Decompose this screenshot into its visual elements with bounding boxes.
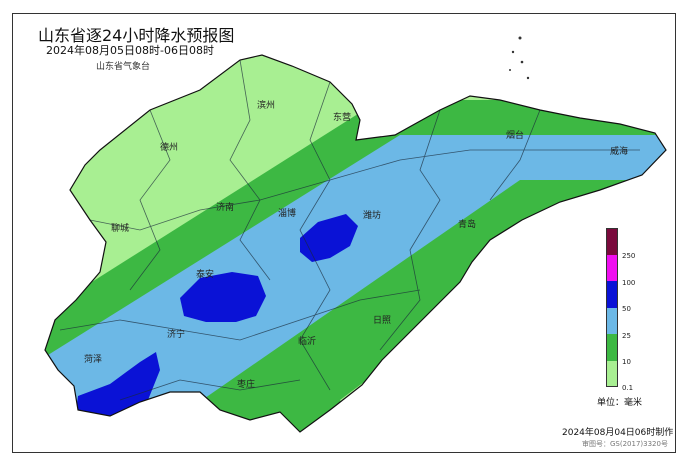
city-label: 聊城 bbox=[111, 224, 130, 234]
legend-label: 100 bbox=[622, 279, 636, 287]
city-label: 淄博 bbox=[278, 209, 297, 219]
review-number: 审图号：GS(2017)3320号 bbox=[582, 440, 668, 448]
map-subtitle: 2024年08月05日08时-06日08时 bbox=[46, 44, 214, 57]
legend-label: 50 bbox=[622, 305, 631, 313]
city-label: 临沂 bbox=[298, 337, 317, 347]
county-boundaries bbox=[59, 59, 640, 401]
legend-colorbar bbox=[606, 228, 618, 387]
city-label: 东营 bbox=[333, 113, 352, 123]
city-label: 威海 bbox=[610, 147, 629, 157]
legend-label: 0.1 bbox=[622, 384, 634, 392]
legend-swatch bbox=[606, 334, 618, 361]
province-outline bbox=[44, 54, 667, 433]
legend-label: 10 bbox=[622, 358, 631, 366]
legend-swatch bbox=[606, 254, 618, 281]
legend-label: 25 bbox=[622, 332, 631, 340]
city-label: 烟台 bbox=[506, 131, 525, 141]
map-title: 山东省逐24小时降水预报图 bbox=[38, 26, 235, 45]
legend-unit: 单位：毫米 bbox=[597, 398, 643, 408]
city-label: 泰安 bbox=[196, 270, 215, 280]
city-label: 青岛 bbox=[458, 220, 477, 230]
legend-swatch bbox=[606, 281, 618, 308]
islands bbox=[509, 36, 530, 80]
legend-swatch bbox=[606, 307, 618, 334]
city-label: 济南 bbox=[216, 203, 235, 213]
rain-area-50-100 bbox=[300, 214, 358, 262]
rain-area-50-100 bbox=[180, 272, 266, 322]
organization: 山东省气象台 bbox=[96, 62, 151, 72]
city-label: 潍坊 bbox=[363, 211, 382, 221]
production-time: 2024年08月04日06时制作 bbox=[562, 428, 674, 438]
city-label: 德州 bbox=[160, 143, 179, 153]
legend-label: 250 bbox=[622, 252, 636, 260]
city-label: 日照 bbox=[373, 316, 392, 326]
city-label: 枣庄 bbox=[237, 380, 256, 390]
legend-swatch bbox=[606, 228, 618, 255]
legend-swatch bbox=[606, 360, 618, 387]
city-label: 济宁 bbox=[167, 330, 186, 340]
map-frame bbox=[12, 13, 676, 453]
city-label: 滨州 bbox=[257, 101, 276, 111]
rain-area-50-100 bbox=[76, 352, 160, 418]
city-label: 菏泽 bbox=[84, 355, 103, 365]
